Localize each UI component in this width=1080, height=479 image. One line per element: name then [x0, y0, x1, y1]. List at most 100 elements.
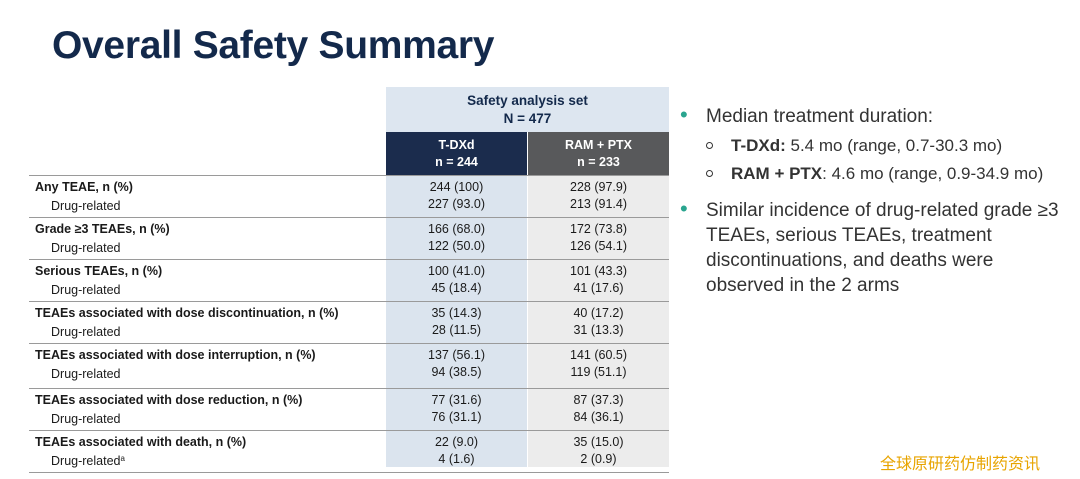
cell-value: 2 (0.9) — [580, 451, 617, 466]
arm-name: RAM + PTX — [564, 138, 633, 152]
sub-bullet-ram-ptx: RAM + PTX: 4.6 mo (range, 0.9-34.9 mo) — [706, 162, 1075, 186]
row-sub-label: Drug-related — [35, 322, 380, 341]
cell-value: 126 (54.1) — [570, 238, 627, 253]
cell-value: 22 (9.0) — [434, 435, 479, 449]
cell-value: 172 (73.8) — [570, 222, 627, 236]
table-row: Any TEAE, n (%) Drug-related 244 (100) 227 … — [29, 175, 669, 217]
row-sub-label: Drug-relateda — [35, 451, 380, 470]
cell-ram-ptx: 228 (97.9) 213 (91.4) — [528, 179, 669, 212]
cell-value: 45 (18.4) — [431, 280, 482, 295]
bullet-dot-icon: • — [680, 196, 688, 221]
cell-value: 137 (56.1) — [428, 348, 485, 362]
cell-value: 77 (31.6) — [431, 393, 482, 407]
cell-value: 41 (17.6) — [573, 280, 624, 295]
column-separator — [527, 175, 528, 467]
cell-ram-ptx: 35 (15.0) 2 (0.9) — [528, 434, 669, 467]
sub-bullet-text: 5.4 mo (range, 0.7-30.3 mo) — [785, 136, 1003, 155]
cell-value: 4 (1.6) — [438, 451, 475, 466]
row-sub-text: Drug-related — [51, 453, 121, 468]
cell-value: 166 (68.0) — [428, 222, 485, 236]
row-sub-label: Drug-related — [35, 409, 380, 428]
cell-value: 100 (41.0) — [428, 264, 485, 278]
row-main-label: Grade ≥3 TEAEs, n (%) — [35, 222, 170, 236]
cell-tdxd: 100 (41.0) 45 (18.4) — [386, 263, 527, 296]
row-main-label: TEAEs associated with death, n (%) — [35, 435, 247, 449]
bullet-text: Median treatment duration: — [706, 106, 934, 127]
sub-bullet-tdxd: T-DXd: 5.4 mo (range, 0.7-30.3 mo) — [706, 134, 1075, 158]
row-sub-text: Drug-related — [51, 324, 121, 339]
row-sub-label: Drug-related — [35, 238, 380, 257]
cell-value: 119 (51.1) — [570, 364, 627, 379]
row-main-label: Serious TEAEs, n (%) — [35, 264, 163, 278]
sub-bullet-bold: RAM + PTX — [731, 164, 823, 183]
row-sub-text: Drug-related — [51, 198, 121, 213]
row-label: TEAEs associated with dose interruption,… — [35, 347, 380, 382]
row-label: Grade ≥3 TEAEs, n (%) Drug-related — [35, 221, 380, 256]
table-row: TEAEs associated with dose interruption,… — [29, 343, 669, 388]
cell-tdxd: 22 (9.0) 4 (1.6) — [386, 434, 527, 467]
cell-ram-ptx: 141 (60.5) 119 (51.1) — [528, 347, 669, 380]
row-main-label: Any TEAE, n (%) — [35, 180, 133, 194]
arm-n: n = 233 — [577, 155, 620, 169]
cell-tdxd: 77 (31.6) 76 (31.1) — [386, 392, 527, 425]
bullet-treatment-duration: • Median treatment duration: T-DXd: 5.4 … — [680, 104, 1075, 186]
bullet-panel: • Median treatment duration: T-DXd: 5.4 … — [680, 104, 1075, 298]
cell-value: 227 (93.0) — [428, 196, 485, 211]
table-row: TEAEs associated with dose discontinuati… — [29, 301, 669, 343]
cell-value: 228 (97.9) — [570, 180, 627, 194]
cell-value: 87 (37.3) — [573, 393, 624, 407]
bullet-similar-incidence: • Similar incidence of drug-related grad… — [680, 198, 1075, 298]
sub-bullet-circle-icon — [706, 142, 713, 149]
cell-tdxd: 244 (100) 227 (93.0) — [386, 179, 527, 212]
cell-value: 35 (14.3) — [431, 306, 482, 320]
watermark: 全球原研药仿制药资讯 — [880, 454, 1041, 473]
cell-value: 35 (15.0) — [573, 435, 624, 449]
page-title: Overall Safety Summary — [52, 24, 495, 67]
row-label: TEAEs associated with dose discontinuati… — [35, 305, 380, 340]
cell-tdxd: 166 (68.0) 122 (50.0) — [386, 221, 527, 254]
row-sub-text: Drug-related — [51, 282, 121, 297]
table-body: Any TEAE, n (%) Drug-related 244 (100) 227 … — [29, 175, 669, 473]
safety-set-label: Safety analysis set — [467, 93, 588, 108]
row-sub-text: Drug-related — [51, 366, 121, 381]
cell-value: 101 (43.3) — [570, 264, 627, 278]
safety-set-header: Safety analysis set N = 477 — [386, 87, 669, 132]
cell-tdxd: 35 (14.3) 28 (11.5) — [386, 305, 527, 338]
bullet-dot-icon: • — [680, 102, 688, 127]
safety-set-n: N = 477 — [503, 111, 552, 126]
cell-value: 76 (31.1) — [431, 409, 482, 424]
cell-ram-ptx: 172 (73.8) 126 (54.1) — [528, 221, 669, 254]
row-main-label: TEAEs associated with dose interruption,… — [35, 348, 316, 362]
row-label: TEAEs associated with death, n (%) Drug-r… — [35, 434, 380, 469]
row-main-label: TEAEs associated with dose discontinuati… — [35, 306, 339, 320]
arm-n: n = 244 — [435, 155, 478, 169]
table-row: Serious TEAEs, n (%) Drug-related 100 (41.… — [29, 259, 669, 301]
row-sub-text: Drug-related — [51, 240, 121, 255]
row-sub-label: Drug-related — [35, 196, 380, 215]
cell-ram-ptx: 101 (43.3) 41 (17.6) — [528, 263, 669, 296]
row-label: Serious TEAEs, n (%) Drug-related — [35, 263, 380, 298]
bullet-text: Similar incidence of drug-related grade … — [706, 200, 1059, 296]
cell-value: 213 (91.4) — [570, 196, 627, 211]
row-label: TEAEs associated with dose reduction, n … — [35, 392, 380, 427]
sub-bullet-circle-icon — [706, 170, 713, 177]
arm-header-ram-ptx: RAM + PTX n = 233 — [528, 132, 669, 175]
table-row: Grade ≥3 TEAEs, n (%) Drug-related 166 (68… — [29, 217, 669, 259]
column-background-tdxd — [386, 175, 527, 467]
table-row: TEAEs associated with dose reduction, n … — [29, 388, 669, 430]
sub-bullet-text: : 4.6 mo (range, 0.9-34.9 mo) — [822, 164, 1044, 183]
row-label: Any TEAE, n (%) Drug-related — [35, 179, 380, 214]
cell-ram-ptx: 87 (37.3) 84 (36.1) — [528, 392, 669, 425]
cell-tdxd: 137 (56.1) 94 (38.5) — [386, 347, 527, 380]
cell-value: 141 (60.5) — [570, 348, 627, 362]
table-row: TEAEs associated with death, n (%) Drug-r… — [29, 430, 669, 473]
cell-value: 244 (100) — [429, 180, 484, 194]
arm-name: T-DXd — [438, 138, 475, 152]
row-sub-text: Drug-related — [51, 411, 121, 426]
cell-value: 122 (50.0) — [428, 238, 485, 253]
sub-bullet-bold: T-DXd: — [731, 136, 786, 155]
cell-value: 94 (38.5) — [431, 364, 482, 379]
row-sub-label: Drug-related — [35, 364, 380, 383]
cell-ram-ptx: 40 (17.2) 31 (13.3) — [528, 305, 669, 338]
sub-bullet-list: T-DXd: 5.4 mo (range, 0.7-30.3 mo) RAM +… — [706, 134, 1075, 186]
